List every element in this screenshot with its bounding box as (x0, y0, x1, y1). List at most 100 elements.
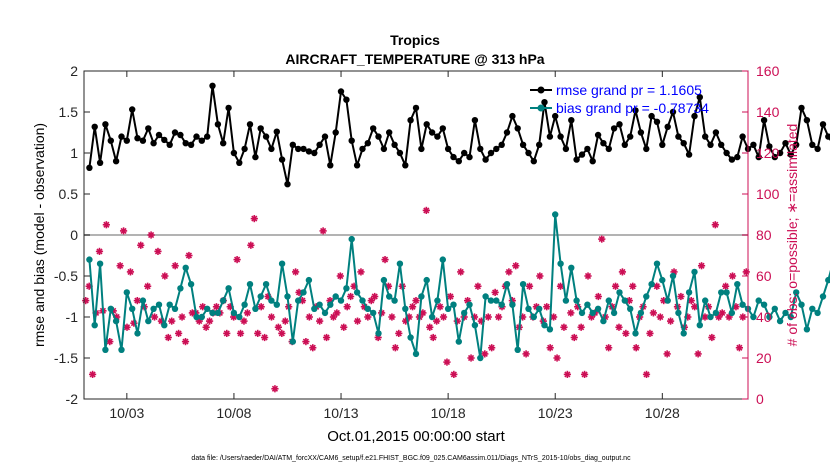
obs-marker-stroke (251, 215, 258, 222)
rmse-point (391, 141, 398, 148)
bias-point (552, 211, 559, 218)
obs-marker-stroke (206, 318, 213, 325)
obs-count-marker (144, 282, 152, 290)
obs-count-marker (467, 354, 475, 362)
bias-point (755, 297, 762, 304)
obs-marker-stroke (653, 283, 660, 290)
obs-count-marker (302, 338, 310, 346)
rmse-point (241, 145, 248, 153)
bias-point (825, 276, 830, 284)
rmse-point (396, 149, 404, 157)
rmse-point (546, 133, 554, 140)
rmse-point (193, 133, 200, 140)
bias-point (386, 293, 393, 300)
obs-marker-stroke (523, 350, 530, 357)
obs-count-marker (443, 358, 451, 366)
obs-marker-stroke (182, 338, 189, 345)
bias-point (316, 301, 323, 308)
rmse-point (696, 94, 703, 101)
obs-count-marker (388, 313, 396, 321)
obs-count-marker (319, 227, 327, 235)
obs-marker-stroke (708, 334, 715, 341)
obs-marker-stroke (633, 344, 640, 351)
obs-count-marker (267, 313, 276, 321)
rmse-point (412, 104, 420, 112)
obs-marker-stroke (137, 242, 144, 249)
obs-count-marker (556, 282, 565, 290)
obs-count-marker (395, 329, 403, 337)
rmse-point (514, 125, 521, 132)
y-tick-label: 0 (70, 227, 78, 243)
obs-count-marker (353, 317, 362, 325)
obs-marker-stroke (492, 289, 499, 296)
rmse-point (166, 141, 173, 148)
obs-marker-stroke (333, 309, 340, 316)
bias-point (627, 305, 634, 312)
bias-point (412, 350, 420, 358)
obs-marker-stroke (261, 334, 268, 341)
obs-count-marker (254, 329, 262, 337)
bias-point (102, 346, 109, 353)
bias-point (375, 330, 382, 337)
rmse-point (359, 145, 366, 153)
bias-point (616, 289, 623, 296)
obs-marker-stroke (443, 359, 451, 366)
rmse-point (562, 145, 570, 153)
rmse-point (450, 153, 457, 161)
bias-point (423, 276, 430, 284)
obs-marker-stroke (736, 344, 743, 351)
bias-point (477, 354, 484, 362)
obs-count-marker (309, 344, 317, 352)
rmse-series (86, 82, 830, 188)
obs-count-marker (649, 309, 657, 317)
obs-marker-stroke (578, 324, 585, 331)
obs-count-marker (653, 282, 661, 290)
bias-point (675, 309, 682, 317)
rmse-point (750, 141, 757, 148)
y-axis-ticks: -2 -1.5 -1 -0.5 0 0.5 1 1.5 2 (54, 63, 90, 407)
bias-point (503, 281, 511, 288)
obs-marker-stroke (598, 236, 605, 243)
bias-point (819, 293, 827, 300)
rmse-point (198, 137, 205, 144)
obs-count-marker (233, 256, 241, 264)
bias-point (776, 317, 784, 325)
bias-point (471, 322, 479, 329)
rmse-point (268, 145, 275, 153)
rmse-point (225, 104, 232, 112)
obs-marker-stroke (533, 303, 540, 310)
obs-count-marker (618, 268, 627, 276)
rmse-point (375, 133, 382, 140)
bias-point (118, 346, 125, 353)
bias-point (332, 293, 339, 300)
bias-point (685, 289, 693, 296)
rmse-point (793, 141, 800, 148)
y2-tick-label: 100 (756, 186, 780, 202)
obs-count-marker (494, 313, 503, 321)
obs-marker-stroke (571, 334, 578, 341)
obs-count-marker (642, 370, 651, 378)
rmse-point (439, 125, 446, 132)
x-axis-label: Oct.01,2015 00:00:00 start (327, 428, 505, 445)
bias-point (546, 326, 554, 333)
bias-point (664, 297, 671, 304)
x-tick-label: 10/23 (538, 405, 573, 421)
bias-point (498, 301, 505, 308)
rmse-point (86, 164, 93, 171)
rmse-point (332, 129, 339, 136)
obs-marker-stroke (165, 334, 172, 341)
obs-count-marker (181, 338, 190, 346)
bias-point (129, 305, 136, 312)
obs-marker-stroke (457, 268, 464, 275)
chart-title: Tropics (390, 32, 440, 48)
obs-count-marker (119, 227, 128, 235)
obs-count-marker (436, 303, 444, 311)
legend-rmse-marker (537, 86, 545, 94)
obs-marker-stroke (450, 371, 457, 378)
obs-count-marker (185, 251, 193, 260)
rmse-point (573, 156, 580, 163)
obs-count-marker (95, 247, 104, 255)
rmse-point (300, 145, 307, 153)
obs-marker-stroke (433, 318, 440, 325)
legend-bias-marker (537, 104, 545, 112)
